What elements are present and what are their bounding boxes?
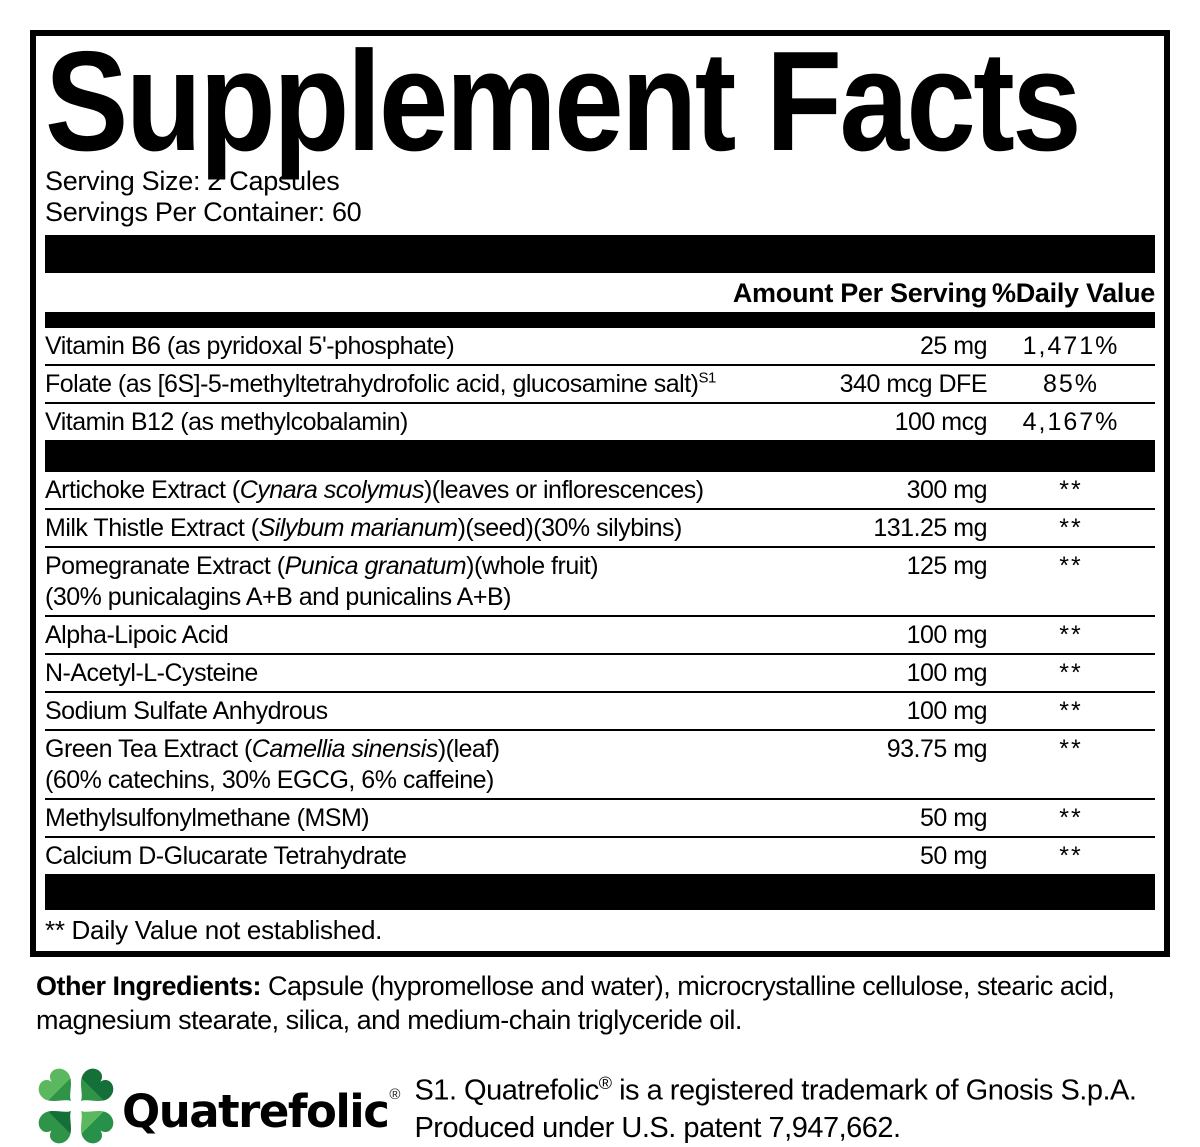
divider-bar-header (45, 312, 1155, 328)
daily-value: ** (1059, 514, 1083, 542)
table-row: Milk Thistle Extract (Silybum marianum)(… (45, 510, 1155, 548)
table-row: Green Tea Extract (Camellia sinensis)(le… (45, 731, 1155, 800)
ingredient-name: Alpha-Lipoic Acid (45, 621, 229, 649)
daily-value: ** (1059, 842, 1083, 870)
other-ingredients: Other Ingredients: Capsule (hypromellose… (36, 969, 1160, 1037)
daily-value: ** (1059, 476, 1083, 504)
trademark-line1-lead: S1. Quatrefolic (414, 1074, 599, 1107)
daily-value: 85% (1042, 370, 1100, 398)
amount-per-serving-value: 340 mcg DFE (839, 370, 988, 398)
amount-per-serving-value: 50 mg (920, 842, 987, 870)
table-row: Vitamin B6 (as pyridoxal 5'-phosphate) 25… (45, 328, 1155, 366)
quatrefolic-wordmark: Quatrefolic® (122, 1085, 400, 1138)
amount-per-serving-value: 100 mg (906, 659, 988, 687)
trademark-note: S1. Quatrefolic® is a registered tradema… (414, 1065, 1136, 1147)
other-ingredients-text: Capsule (hypromellose and water), microc… (36, 971, 1115, 1035)
table-section-other-actives: Artichoke Extract (Cynara scolymus)(leav… (45, 472, 1155, 874)
ingredient-name: Vitamin B6 (as pyridoxal 5'-phosphate) (45, 332, 455, 360)
ingredient-name: Calcium D-Glucarate Tetrahydrate (45, 842, 407, 870)
amount-per-serving-value: 300 mg (906, 476, 988, 504)
table-row: Sodium Sulfate Anhydrous 100 mg ** (45, 693, 1155, 731)
ingredient-name: N-Acetyl-L-Cysteine (45, 659, 258, 687)
daily-value: ** (1059, 735, 1083, 763)
amount-per-serving-value: 100 mg (906, 697, 988, 725)
table-row: Alpha-Lipoic Acid 100 mg ** (45, 617, 1155, 655)
amount-per-serving-value: 25 mg (920, 332, 987, 360)
amount-per-serving-value: 131.25 mg (873, 514, 987, 542)
ingredient-name: Artichoke Extract (Cynara scolymus)(leav… (45, 476, 704, 504)
footer: Quatrefolic® S1. Quatrefolic® is a regis… (36, 1065, 1170, 1147)
divider-bar-middle (45, 440, 1155, 472)
trademark-line-2: Produced under U.S. patent 7,947,662. (414, 1111, 901, 1144)
amount-per-serving-value: 125 mg (906, 552, 988, 580)
other-ingredients-label: Other Ingredients: (36, 971, 262, 1001)
daily-value: ** (1059, 621, 1083, 649)
servings-per-container: Servings Per Container: 60 (45, 197, 362, 227)
table-header-row: Amount Per Serving %Daily Value (45, 273, 1155, 312)
amount-per-serving-value: 50 mg (920, 804, 987, 832)
table-section-vitamins: Vitamin B6 (as pyridoxal 5'-phosphate) 25… (45, 328, 1155, 440)
trademark-line1-rest: is a registered trademark of Gnosis S.p.… (611, 1074, 1137, 1107)
daily-value: ** (1059, 804, 1083, 832)
amount-per-serving-value: 100 mg (906, 621, 988, 649)
ingredient-name: Folate (as [6S]-5-methyltetrahydrofolic … (45, 369, 716, 398)
supplement-label-page: { "title": "Supplement Facts", "serving"… (30, 30, 1170, 1146)
ingredient-name: Milk Thistle Extract (Silybum marianum)(… (45, 514, 682, 542)
panel-title: Supplement Facts (45, 22, 1082, 181)
quatrefolic-wordmark-text: Quatrefolic (122, 1085, 390, 1139)
column-header-daily-value: %Daily Value (992, 278, 1155, 308)
table-row: Calcium D-Glucarate Tetrahydrate 50 mg ** (45, 838, 1155, 874)
ingredient-name: Green Tea Extract (Camellia sinensis)(le… (45, 735, 500, 794)
column-header-amount: Amount Per Serving (732, 278, 987, 308)
ingredient-name: Pomegranate Extract (Punica granatum)(wh… (45, 552, 599, 611)
table-row: Methylsulfonylmethane (MSM) 50 mg ** (45, 800, 1155, 838)
daily-value: ** (1059, 552, 1083, 580)
ingredient-name: Methylsulfonylmethane (MSM) (45, 804, 370, 832)
quatrefolic-clover-icon (36, 1065, 116, 1146)
ingredient-name: Sodium Sulfate Anhydrous (45, 697, 328, 725)
amount-per-serving-value: 100 mcg (894, 408, 988, 436)
supplement-facts-panel: Supplement Facts Serving Size: 2 Capsule… (30, 30, 1170, 957)
table-row: Pomegranate Extract (Punica granatum)(wh… (45, 548, 1155, 617)
ingredient-name: Vitamin B12 (as methylcobalamin) (45, 408, 408, 436)
daily-value: ** (1059, 697, 1083, 725)
table-row: N-Acetyl-L-Cysteine 100 mg ** (45, 655, 1155, 693)
trademark-line-1: S1. Quatrefolic® is a registered tradema… (414, 1065, 1136, 1110)
registered-mark-icon: ® (389, 1086, 401, 1104)
supplement-label: Supplement Facts Serving Size: 2 Capsule… (30, 30, 1170, 1147)
table-row: Vitamin B12 (as methylcobalamin) 100 mcg 4… (45, 404, 1155, 440)
daily-value: 1,471% (1022, 332, 1120, 360)
divider-bar-top (45, 235, 1155, 273)
table-row: Folate (as [6S]-5-methyltetrahydrofolic … (45, 366, 1155, 404)
table-row: Artichoke Extract (Cynara scolymus)(leav… (45, 472, 1155, 510)
daily-value: 4,167% (1022, 408, 1120, 436)
amount-per-serving-value: 93.75 mg (886, 735, 988, 763)
serving-size: Serving Size: 2 Capsules (45, 166, 340, 196)
daily-value-footnote: ** Daily Value not established. (45, 915, 383, 945)
trademark-registered-sup: ® (598, 1073, 612, 1093)
divider-bar-bottom (45, 874, 1155, 910)
daily-value: ** (1059, 659, 1083, 687)
